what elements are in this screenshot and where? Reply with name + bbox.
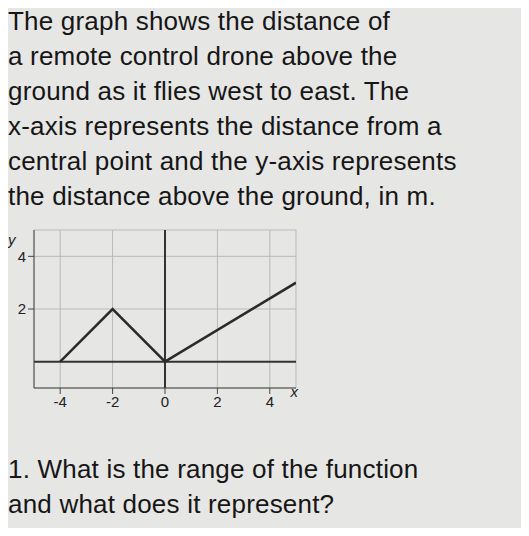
html-text:x-axis represents the distance: x-axis represents the distance from a (8, 111, 442, 141)
html-text:1. What is the range of the fu: 1. What is the range of the function (8, 454, 419, 484)
html-text:ground as it flies west to eas: ground as it flies west to east. The (8, 76, 410, 106)
html-text:a remote control drone above t: a remote control drone above the (8, 41, 398, 71)
svg-text:4: 4 (266, 393, 274, 410)
svg-text:4: 4 (18, 248, 26, 265)
svg-text:y: y (8, 231, 17, 248)
svg-text:-2: -2 (106, 393, 119, 410)
html-text:The graph shows the distance o: The graph shows the distance of (8, 6, 390, 36)
svg-text:2: 2 (18, 300, 26, 317)
html-text:central point and the y-axis r: central point and the y-axis represents (8, 146, 457, 176)
svg-text:2: 2 (213, 393, 221, 410)
svg-text:0: 0 (161, 393, 169, 410)
svg-text:x: x (290, 383, 299, 400)
html-text:the distance above the ground,: the distance above the ground, in m. (8, 181, 436, 211)
html-text:and what does it represent?: and what does it represent? (8, 489, 335, 519)
svg-text:-4: -4 (54, 393, 67, 410)
